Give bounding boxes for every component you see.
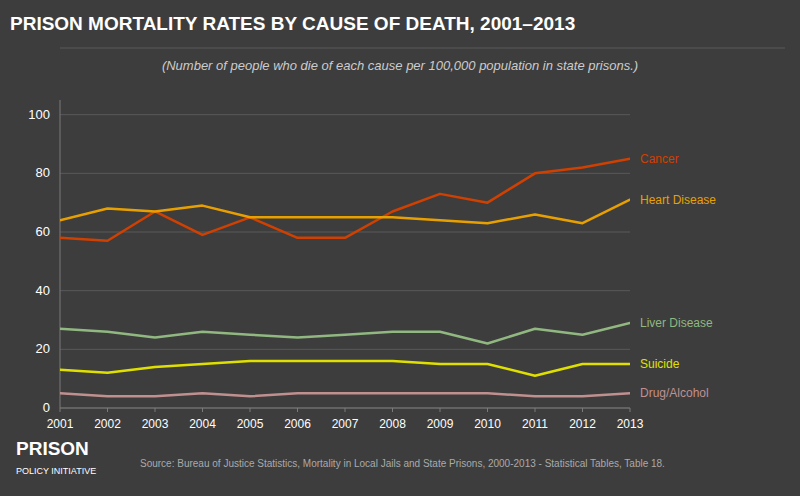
y-tick-label: 0 (43, 400, 50, 415)
series-label: Drug/Alcohol (640, 386, 709, 400)
x-tick (440, 408, 441, 412)
series-line (60, 159, 630, 241)
source: Source: Bureau of Justice Statistics, Mo… (140, 458, 665, 469)
x-tick (107, 408, 108, 412)
x-tick-label: 2003 (142, 417, 169, 431)
y-grid: 0 20 40 60 80 100 (28, 107, 630, 415)
x-tick-label: 2005 (237, 417, 264, 431)
x-tick-label: 2004 (189, 417, 216, 431)
y-tick-label: 100 (28, 107, 50, 122)
grid-line (60, 114, 630, 115)
x-ticks: 2001 2002 2003 2004 2005 2006 2007 2008 2009 2010… (47, 408, 644, 431)
series-line (60, 323, 630, 344)
x-tick-label: 2009 (427, 417, 454, 431)
x-tick (487, 408, 488, 412)
x-tick-label: 2006 (284, 417, 311, 431)
x-tick (60, 408, 61, 412)
x-tick (297, 408, 298, 412)
x-tick (345, 408, 346, 412)
grid-line (60, 232, 630, 233)
x-tick (250, 408, 251, 412)
series-label: Liver Disease (640, 316, 713, 330)
x-tick (155, 408, 156, 412)
y-tick-label: 40 (36, 283, 50, 298)
series-label: Suicide (640, 357, 680, 371)
background (0, 0, 800, 496)
x-tick (392, 408, 393, 412)
x-tick-label: 2008 (379, 417, 406, 431)
y-axis-line (60, 100, 61, 408)
y-tick-label: 20 (36, 341, 50, 356)
x-tick-label: 2002 (94, 417, 121, 431)
chart: PRISON MORTALITY RATES BY CAUSE OF DEATH… (0, 0, 800, 496)
x-tick (535, 408, 536, 412)
subtitle: (Number of people who die of each cause … (162, 58, 638, 73)
x-tick-label: 2001 (47, 417, 74, 431)
series-label: Heart Disease (640, 193, 716, 207)
x-tick (202, 408, 203, 412)
x-tick-label: 2007 (332, 417, 359, 431)
logo-bottom: POLICY INITIATIVE (16, 466, 96, 476)
series-label: Cancer (640, 152, 679, 166)
y-tick-label: 60 (36, 224, 50, 239)
series-line (60, 393, 630, 396)
x-tick-label: 2011 (522, 417, 548, 431)
y-tick-label: 80 (36, 165, 50, 180)
x-tick (630, 408, 631, 412)
logo-top: PRISON (16, 438, 89, 459)
series-line (60, 200, 630, 223)
x-tick-label: 2013 (617, 417, 644, 431)
x-tick (582, 408, 583, 412)
grid-line (60, 290, 630, 291)
x-tick-label: 2012 (569, 417, 596, 431)
x-tick-label: 2010 (474, 417, 501, 431)
series-line (60, 361, 630, 376)
title: PRISON MORTALITY RATES BY CAUSE OF DEATH… (10, 13, 575, 34)
separator (60, 48, 785, 49)
grid-line (60, 349, 630, 350)
series-labels: Cancer Heart Disease Liver Disease Suicide D… (640, 152, 716, 401)
series-lines (60, 159, 630, 397)
